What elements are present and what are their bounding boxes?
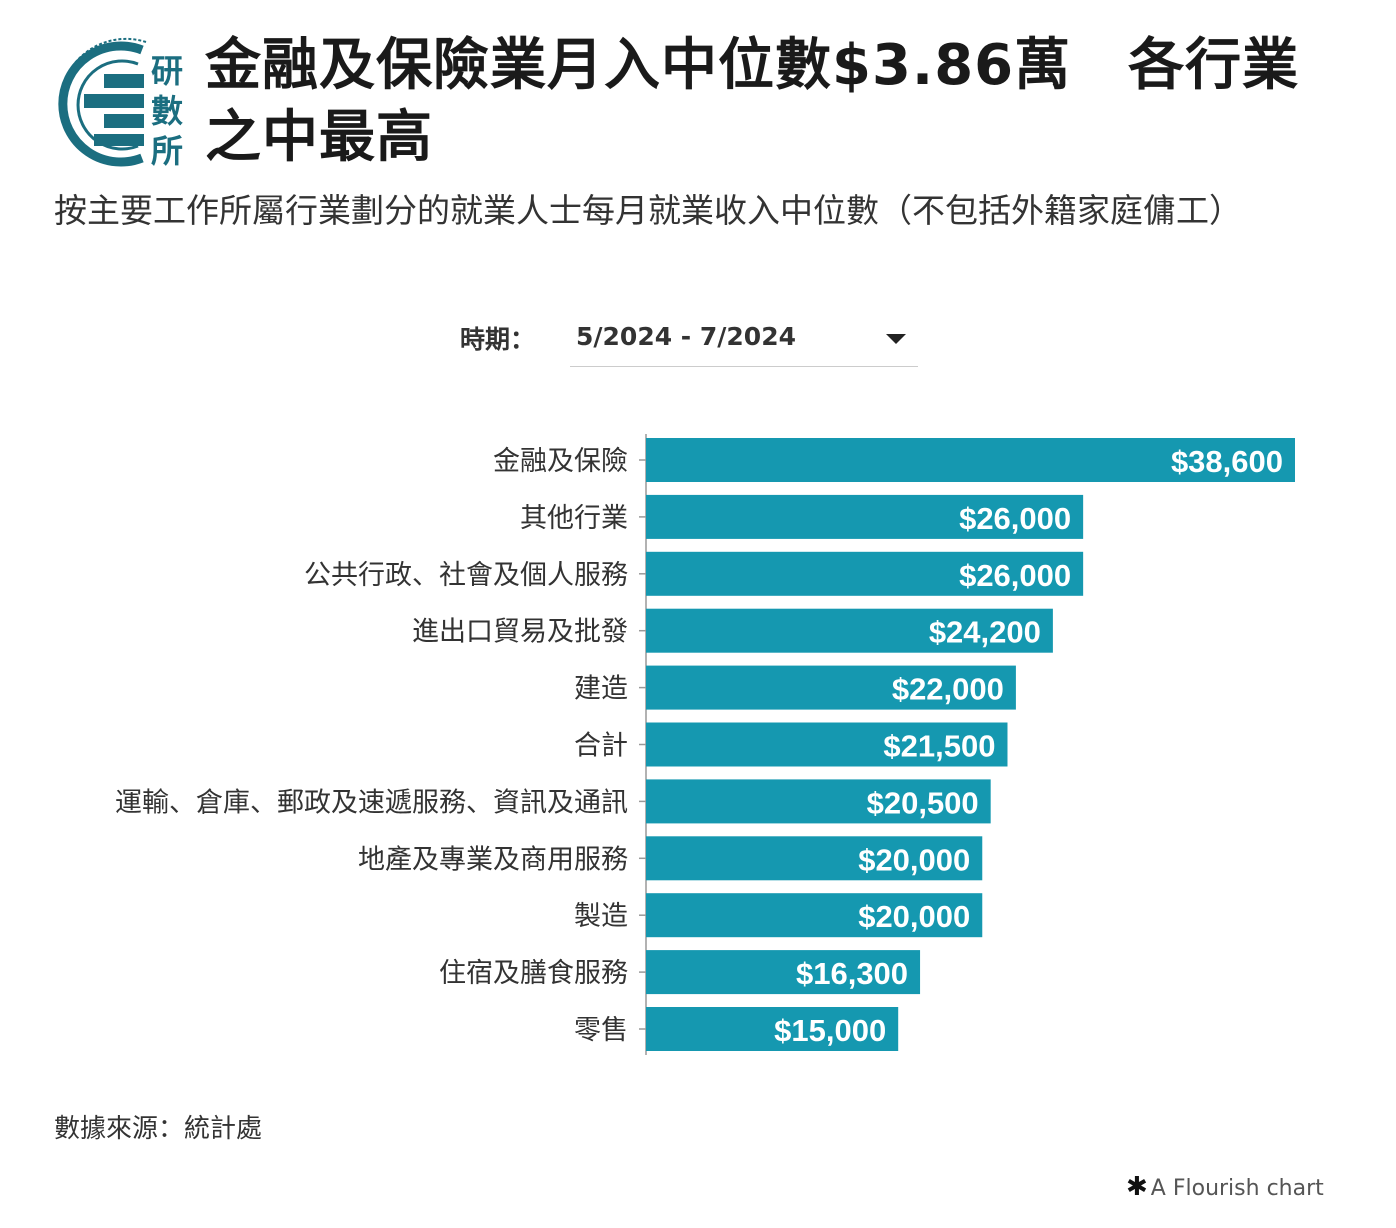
chevron-down-icon <box>886 334 906 344</box>
data-label: $15,000 <box>774 1013 886 1048</box>
category-label: 運輸、倉庫、郵政及速遞服務、資訊及通訊 <box>115 787 628 818</box>
category-label: 地產及專業及商用服務 <box>358 844 628 875</box>
bar <box>646 608 1053 653</box>
data-label: $20,000 <box>858 842 970 877</box>
svg-text:研: 研 <box>151 52 183 90</box>
bar <box>646 722 1008 767</box>
data-label: $26,000 <box>959 501 1071 536</box>
category-label: 建造 <box>574 674 628 705</box>
source-note: 數據來源：統計處 <box>54 1114 263 1144</box>
flourish-credit[interactable]: ✱ A Flourish chart <box>1126 1172 1324 1202</box>
bar <box>646 1007 899 1051</box>
period-dropdown[interactable]: 5/2024 - 7/2024 <box>570 314 918 367</box>
data-label: $24,200 <box>929 615 1041 650</box>
category-label: 其他行業 <box>520 503 628 534</box>
category-label: 公共行政、社會及個人服務 <box>304 560 628 591</box>
period-value: 5/2024 - 7/2024 <box>576 322 796 351</box>
category-label: 進出口貿易及批發 <box>412 617 628 648</box>
chart-title: 金融及保險業月入中位數$3.86萬 各行業之中最高 <box>205 33 1300 170</box>
category-label: 合計 <box>574 731 628 762</box>
category-label: 製造 <box>574 901 628 932</box>
data-label: $22,000 <box>892 672 1004 707</box>
data-label: $21,500 <box>883 729 995 764</box>
bar-chart: 金融及保險 $38,600 其他行業 $26,000 公共行政、社會及個人服務 $26,0… <box>115 434 1295 1055</box>
bar <box>646 836 983 881</box>
bar <box>646 551 1084 596</box>
bar <box>646 665 1016 710</box>
bar <box>646 779 991 824</box>
period-label: 時期： <box>460 325 536 354</box>
chart-subtitle: 按主要工作所屬行業劃分的就業人士每月就業收入中位數（不包括外籍家庭傭工） <box>54 191 1242 230</box>
data-label: $26,000 <box>959 558 1071 593</box>
data-label: $38,600 <box>1171 444 1283 479</box>
category-label: 金融及保險 <box>493 446 628 477</box>
svg-text:數: 數 <box>151 92 183 130</box>
logo: 研 數 所 <box>54 36 190 172</box>
svg-text:所: 所 <box>151 132 183 170</box>
bar <box>646 438 1295 482</box>
category-label: 零售 <box>574 1015 628 1046</box>
flourish-logo-icon: ✱ <box>1126 1172 1148 1202</box>
bar <box>646 893 983 938</box>
data-label: $20,000 <box>858 899 970 934</box>
category-label: 住宿及膳食服務 <box>439 958 628 989</box>
data-label: $16,300 <box>796 956 908 991</box>
data-label: $20,500 <box>867 785 979 820</box>
flourish-credit-text: A Flourish chart <box>1150 1176 1324 1201</box>
bar <box>646 494 1084 539</box>
bar <box>646 950 921 995</box>
